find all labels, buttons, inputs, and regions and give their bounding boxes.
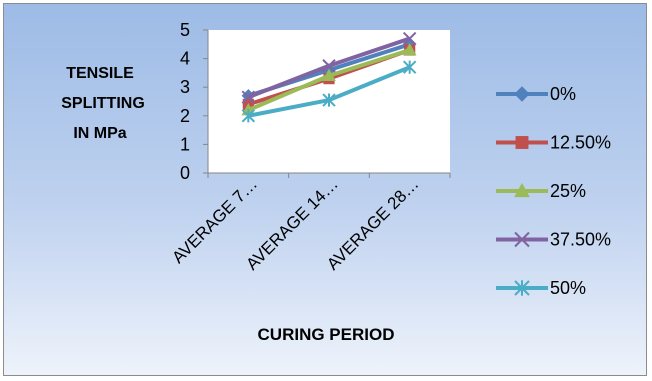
legend-label-0: 0% bbox=[550, 84, 576, 104]
data-point-3-1 bbox=[322, 59, 336, 73]
data-point-4-1 bbox=[322, 93, 336, 107]
legend-marker-2 bbox=[514, 182, 530, 198]
data-point-3-0 bbox=[241, 90, 256, 104]
legend-marker-4 bbox=[514, 280, 530, 296]
y-tick-label: 1 bbox=[180, 134, 190, 154]
x-axis-title: CURING PERIOD bbox=[258, 325, 395, 344]
data-point-4-2 bbox=[402, 60, 417, 74]
y-axis-label-line-1: TENSILE bbox=[66, 65, 134, 82]
y-tick-label: 2 bbox=[180, 106, 190, 126]
data-point-4-0 bbox=[241, 109, 256, 123]
legend-label-3: 37.50% bbox=[550, 230, 611, 250]
data-point-2-1 bbox=[322, 68, 336, 82]
y-tick-label: 3 bbox=[180, 77, 190, 97]
legend-label-1: 12.50% bbox=[550, 133, 611, 153]
legend-marker-0 bbox=[514, 86, 530, 102]
legend-marker-3 bbox=[514, 231, 530, 248]
legend-label-2: 25% bbox=[550, 181, 586, 201]
y-tick-label: 5 bbox=[180, 20, 190, 40]
legend-marker-1 bbox=[515, 136, 529, 149]
y-tick-label: 4 bbox=[180, 49, 190, 69]
y-tick-label: 0 bbox=[180, 163, 190, 183]
x-tick-label: AVERAGE 7… bbox=[168, 174, 261, 267]
y-axis-label-line-2: SPLITTING bbox=[61, 95, 145, 112]
data-point-2-2 bbox=[402, 42, 417, 56]
data-point-3-2 bbox=[402, 31, 417, 46]
y-axis-label-line-3: IN MPa bbox=[73, 125, 126, 142]
legend-label-4: 50% bbox=[550, 278, 586, 298]
